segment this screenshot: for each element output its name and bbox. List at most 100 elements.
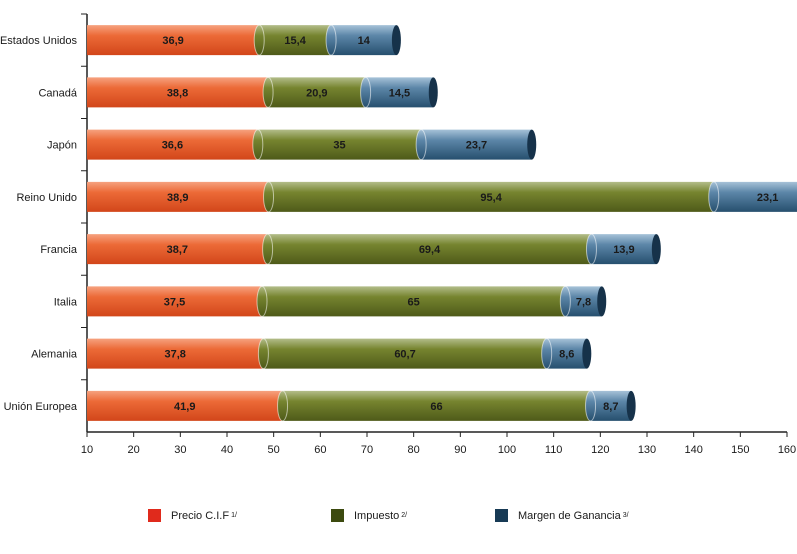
bar-segment-margen <box>713 181 797 212</box>
bar-seam <box>585 390 597 422</box>
bar-end-cap <box>597 286 607 317</box>
bars <box>87 24 797 422</box>
x-tick-label: 60 <box>314 444 326 456</box>
x-tick-label: 100 <box>498 444 516 456</box>
legend-label-precio: Precio C.I.F <box>171 509 230 522</box>
bar-segment-impuesto <box>268 181 714 212</box>
category-label: Reino Unido <box>16 192 77 204</box>
legend-label-impuesto: Impuesto <box>354 509 400 522</box>
x-tick-label: 30 <box>174 444 186 456</box>
x-tick-label: 50 <box>268 444 280 456</box>
data-label: 36,6 <box>162 140 183 152</box>
legend: Precio C.I.F 1/ Impuesto 2/ Margen de Gana… <box>0 509 797 539</box>
legend-sup-precio: 1/ <box>231 512 237 519</box>
bar-seam <box>277 390 289 422</box>
x-tick-label: 150 <box>731 444 749 456</box>
data-label: 14 <box>358 35 371 47</box>
category-label: Italia <box>54 296 78 308</box>
bar-segment-precio <box>87 234 268 265</box>
data-label: 35 <box>333 140 345 152</box>
bar-segment-impuesto <box>257 129 422 160</box>
x-tick-label: 40 <box>221 444 233 456</box>
bar-segment-margen <box>331 25 397 56</box>
bar-segment-precio <box>87 181 269 212</box>
data-label: 95,4 <box>480 192 502 204</box>
bar-segment-impuesto <box>262 286 566 317</box>
data-label: 69,4 <box>419 244 441 256</box>
bar-segment-margen <box>365 77 434 108</box>
legend-label-margen: Margen de Ganancia <box>518 509 621 522</box>
data-label: 37,8 <box>164 349 185 361</box>
legend-sup-margen: 3/ <box>622 512 629 519</box>
data-label: 65 <box>408 296 420 308</box>
data-label: 36,9 <box>162 35 183 47</box>
bar-end-cap <box>527 129 537 160</box>
x-tick-label: 120 <box>591 444 609 456</box>
legend-item-precio: Precio C.I.F 1/ <box>148 509 237 522</box>
bar-segment-impuesto <box>259 25 332 56</box>
data-label: 38,8 <box>167 87 188 99</box>
bar-segment-margen <box>565 286 602 317</box>
bar-segment-impuesto <box>267 234 592 265</box>
bar-seam <box>325 24 337 56</box>
bar-seam <box>585 233 597 265</box>
data-label: 15,4 <box>284 35 306 47</box>
bar-seam <box>253 24 265 56</box>
bar-segment-impuesto <box>268 77 366 108</box>
x-tick-label: 10 <box>81 444 93 456</box>
bar-end-cap <box>651 234 661 265</box>
data-label: 23,1 <box>757 192 778 204</box>
x-tick-label: 160 <box>778 444 796 456</box>
bar-segment-precio <box>87 25 260 56</box>
bar-end-cap <box>428 77 438 108</box>
bar-seam <box>256 285 268 317</box>
data-label: 7,8 <box>576 296 591 308</box>
bar-segment-precio <box>87 390 283 421</box>
data-label: 60,7 <box>394 349 415 361</box>
category-label: Japón <box>47 140 77 152</box>
labels: Estados Unidos 36,9 15,4 14 Canadá 38,8 20,9 14… <box>0 35 778 413</box>
data-label: 14,5 <box>389 87 410 99</box>
legend-item-margen: Margen de Ganancia 3/ <box>495 509 629 522</box>
bar-segment-impuesto <box>282 390 591 421</box>
bar-segment-precio <box>87 77 269 108</box>
bar-end-cap <box>391 25 401 56</box>
data-label: 8,7 <box>603 401 618 413</box>
bar-segment-margen <box>591 234 657 265</box>
x-tick-label: 70 <box>361 444 373 456</box>
axes: 10 20 30 40 50 60 70 80 90 100 110 120 130 140 150 160 <box>81 13 796 456</box>
legend-sup-impuesto: 2/ <box>401 512 408 519</box>
bar-segment-margen <box>590 390 632 421</box>
bar-seam <box>263 181 275 213</box>
category-label: Canadá <box>38 87 77 99</box>
legend-swatch-margen <box>495 509 508 522</box>
bar-end-cap <box>582 338 592 369</box>
data-label: 8,6 <box>559 349 574 361</box>
data-label: 41,9 <box>174 401 195 413</box>
x-tick-label: 140 <box>684 444 702 456</box>
bar-seam <box>360 76 372 108</box>
x-tick-label: 130 <box>638 444 656 456</box>
bar-segment-impuesto <box>263 338 547 369</box>
x-tick-label: 90 <box>454 444 466 456</box>
data-label: 20,9 <box>306 87 327 99</box>
data-label: 13,9 <box>613 244 634 256</box>
bar-segment-margen <box>546 338 587 369</box>
data-label: 38,9 <box>167 192 188 204</box>
legend-swatch-precio <box>148 509 161 522</box>
bar-seam <box>559 285 571 317</box>
bar-end-cap <box>626 390 636 421</box>
bar-seam <box>415 129 427 161</box>
bar-seam <box>708 181 720 213</box>
data-label: 23,7 <box>466 140 487 152</box>
data-label: 37,5 <box>164 296 185 308</box>
data-label: 66 <box>430 401 442 413</box>
category-label: Estados Unidos <box>0 35 77 47</box>
x-tick-label: 110 <box>545 444 563 456</box>
bar-segment-margen <box>421 129 532 160</box>
category-label: Alemania <box>31 349 78 361</box>
x-tick-label: 20 <box>128 444 140 456</box>
x-tick-label: 80 <box>408 444 420 456</box>
bar-segment-precio <box>87 129 258 160</box>
